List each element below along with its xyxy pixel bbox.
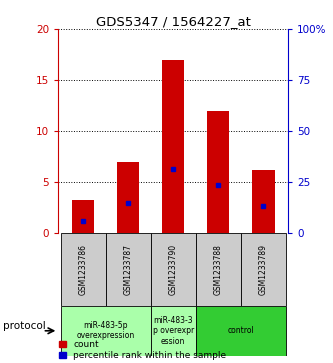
Bar: [106, 233, 151, 306]
Bar: [151, 233, 196, 306]
Bar: [196, 306, 286, 356]
Bar: [117, 162, 140, 233]
Legend: count, percentile rank within the sample: count, percentile rank within the sample: [60, 340, 226, 360]
Text: control: control: [227, 326, 254, 335]
Text: GSM1233786: GSM1233786: [79, 244, 88, 295]
Text: GSM1233789: GSM1233789: [259, 244, 268, 295]
Bar: [61, 306, 151, 356]
Bar: [151, 306, 196, 356]
Text: miR-483-3
p overexpr
ession: miR-483-3 p overexpr ession: [153, 316, 194, 346]
Bar: [241, 233, 286, 306]
Text: GSM1233787: GSM1233787: [124, 244, 133, 295]
Bar: [196, 233, 241, 306]
Bar: [252, 170, 274, 233]
Bar: [72, 200, 94, 233]
Bar: [61, 233, 106, 306]
Text: protocol: protocol: [3, 321, 46, 331]
Text: GSM1233788: GSM1233788: [214, 244, 223, 295]
Bar: [162, 60, 184, 233]
Bar: [207, 111, 229, 233]
Text: miR-483-5p
overexpression: miR-483-5p overexpression: [77, 321, 135, 340]
Text: GSM1233790: GSM1233790: [168, 244, 178, 295]
Title: GDS5347 / 1564227_at: GDS5347 / 1564227_at: [96, 15, 251, 28]
